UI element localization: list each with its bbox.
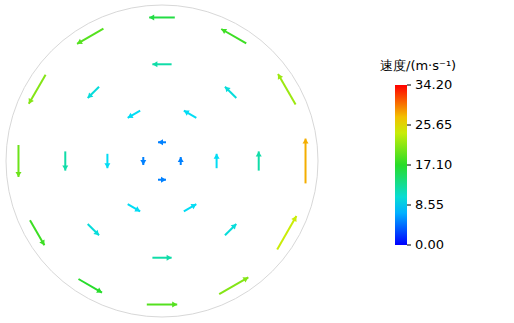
svg-text:8.55: 8.55 [415,197,444,212]
svg-text:速度/(m·s⁻¹): 速度/(m·s⁻¹) [380,58,456,73]
svg-text:17.10: 17.10 [415,157,452,172]
svg-text:0.00: 0.00 [415,237,444,252]
svg-text:34.20: 34.20 [415,77,452,92]
svg-text:25.65: 25.65 [415,117,452,132]
